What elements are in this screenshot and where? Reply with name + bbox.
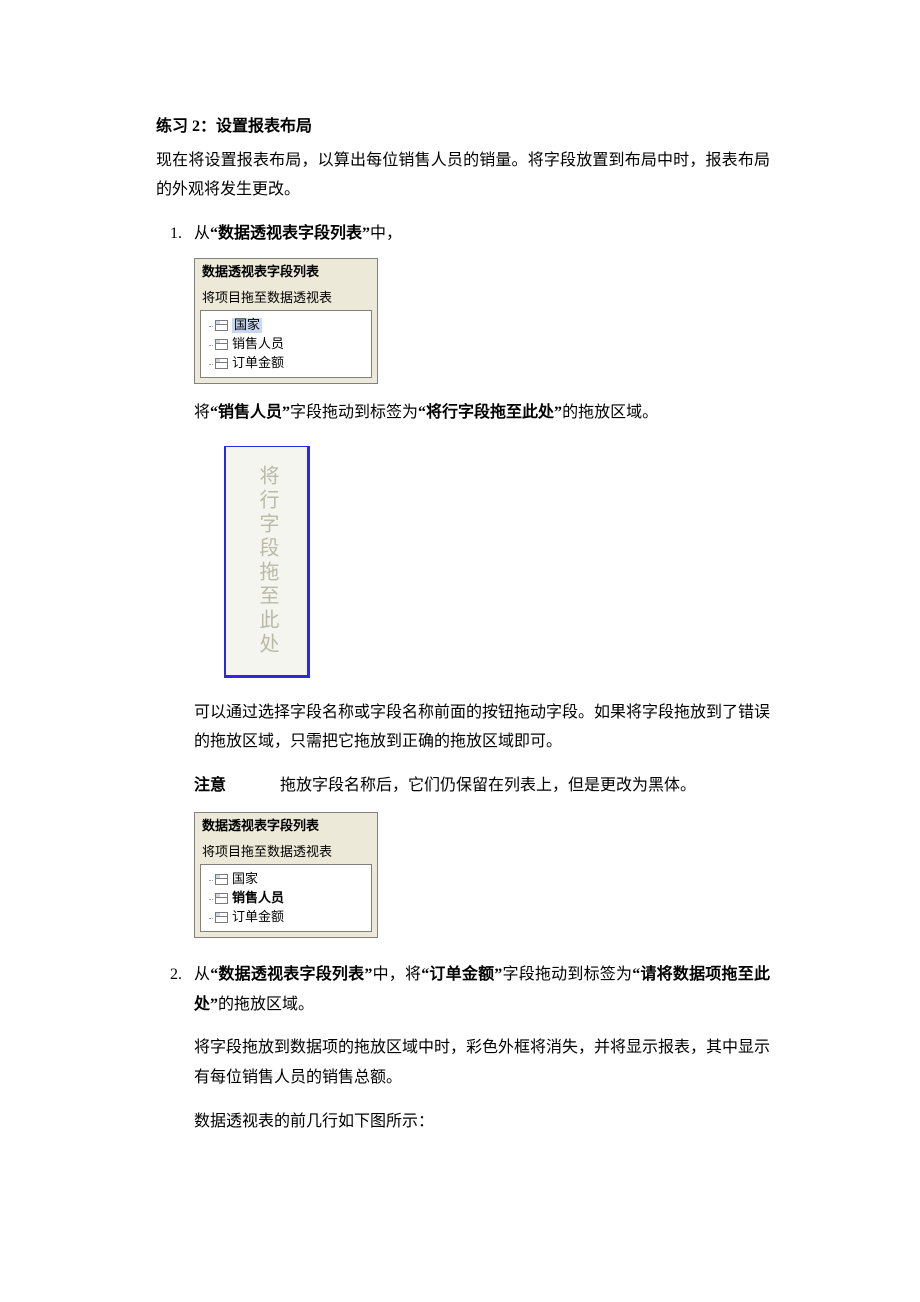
bold-text: “销售人员” bbox=[210, 404, 290, 421]
field-label: 订单金额 bbox=[232, 910, 284, 925]
field-icon bbox=[215, 358, 228, 369]
field-list-title: 数据透视表字段列表 bbox=[198, 262, 374, 286]
field-list-subtitle: 将项目拖至数据透视表 bbox=[198, 286, 374, 310]
bold-text: “将行字段拖至此处” bbox=[418, 404, 562, 421]
dropzone-label: 将行字段拖至此处 bbox=[248, 465, 285, 657]
step2-lead: 从“数据透视表字段列表”中，将“订单金额”字段拖动到标签为“请将数据项拖至此处”… bbox=[194, 960, 770, 1019]
document-page: 练习 2：设置报表布局 现在将设置报表布局，以算出每位销售人员的销量。将字段放置… bbox=[0, 0, 920, 1302]
step1-explain: 可以通过选择字段名称或字段名称前面的按钮拖动字段。如果将字段拖放到了错误的拖放区… bbox=[194, 698, 770, 757]
text: 从 bbox=[194, 225, 210, 242]
field-icon bbox=[215, 339, 228, 350]
step-body: 从“数据透视表字段列表”中， 数据透视表字段列表 将项目拖至数据透视表 国家 销… bbox=[194, 219, 770, 952]
field-icon bbox=[215, 320, 228, 331]
bold-text: “数据透视表字段列表” bbox=[210, 225, 370, 242]
field-list-subtitle: 将项目拖至数据透视表 bbox=[198, 840, 374, 864]
text: 中， bbox=[370, 225, 402, 242]
field-label: 销售人员 bbox=[232, 337, 284, 352]
step1-drag-instruction: 将“销售人员”字段拖动到标签为“将行字段拖至此处”的拖放区域。 bbox=[194, 398, 770, 428]
field-icon bbox=[215, 893, 228, 904]
field-item[interactable]: 国家 bbox=[207, 316, 367, 335]
dropzone-figure: 将行字段拖至此处 bbox=[194, 442, 334, 682]
text: 将 bbox=[194, 404, 210, 421]
note-label: 注意 bbox=[194, 771, 280, 801]
field-item[interactable]: 订单金额 bbox=[207, 908, 367, 927]
step-2: 2. 从“数据透视表字段列表”中，将“订单金额”字段拖动到标签为“请将数据项拖至… bbox=[156, 960, 770, 1136]
field-label: 国家 bbox=[232, 872, 258, 887]
note: 注意 拖放字段名称后，它们仍保留在列表上，但是更改为黑体。 bbox=[194, 771, 770, 801]
intro-paragraph: 现在将设置报表布局，以算出每位销售人员的销量。将字段放置到布局中时，报表布局的外… bbox=[156, 146, 770, 205]
text: 中，将 bbox=[372, 966, 421, 983]
step-body: 从“数据透视表字段列表”中，将“订单金额”字段拖动到标签为“请将数据项拖至此处”… bbox=[194, 960, 770, 1136]
field-item[interactable]: 国家 bbox=[207, 870, 367, 889]
step2-p3: 数据透视表的前几行如下图所示： bbox=[194, 1107, 770, 1137]
step-1: 1. 从“数据透视表字段列表”中， 数据透视表字段列表 将项目拖至数据透视表 国… bbox=[156, 219, 770, 952]
text: 字段拖动到标签为 bbox=[502, 966, 632, 983]
field-list-items: 国家 销售人员 订单金额 bbox=[200, 864, 372, 932]
field-item[interactable]: 销售人员 bbox=[207, 889, 367, 908]
exercise-heading: 练习 2：设置报表布局 bbox=[156, 112, 770, 142]
pivot-field-list: 数据透视表字段列表 将项目拖至数据透视表 国家 销售人员 bbox=[194, 812, 378, 938]
bold-text: “数据透视表字段列表” bbox=[210, 966, 372, 983]
text: 的拖放区域。 bbox=[562, 404, 658, 421]
pivot-field-list: 数据透视表字段列表 将项目拖至数据透视表 国家 销售人员 bbox=[194, 258, 378, 384]
field-icon bbox=[215, 912, 228, 923]
field-item[interactable]: 销售人员 bbox=[207, 335, 367, 354]
field-label: 订单金额 bbox=[232, 356, 284, 371]
field-item[interactable]: 订单金额 bbox=[207, 354, 367, 373]
field-list-items: 国家 销售人员 订单金额 bbox=[200, 310, 372, 378]
text: 字段拖动到标签为 bbox=[290, 404, 418, 421]
step1-lead: 从“数据透视表字段列表”中， bbox=[194, 219, 770, 249]
steps-list: 1. 从“数据透视表字段列表”中， 数据透视表字段列表 将项目拖至数据透视表 国… bbox=[156, 219, 770, 1136]
step-number: 2. bbox=[156, 960, 188, 1136]
text: 从 bbox=[194, 966, 210, 983]
row-field-dropzone[interactable]: 将行字段拖至此处 bbox=[224, 446, 310, 678]
step-number: 1. bbox=[156, 219, 188, 952]
field-label: 国家 bbox=[232, 318, 262, 333]
field-icon bbox=[215, 874, 228, 885]
text: 的拖放区域。 bbox=[218, 996, 314, 1013]
step2-p2: 将字段拖放到数据项的拖放区域中时，彩色外框将消失，并将显示报表，其中显示有每位销… bbox=[194, 1033, 770, 1092]
field-label: 销售人员 bbox=[232, 891, 284, 906]
bold-text: “订单金额” bbox=[421, 966, 502, 983]
field-list-title: 数据透视表字段列表 bbox=[198, 816, 374, 840]
note-text: 拖放字段名称后，它们仍保留在列表上，但是更改为黑体。 bbox=[280, 771, 770, 801]
